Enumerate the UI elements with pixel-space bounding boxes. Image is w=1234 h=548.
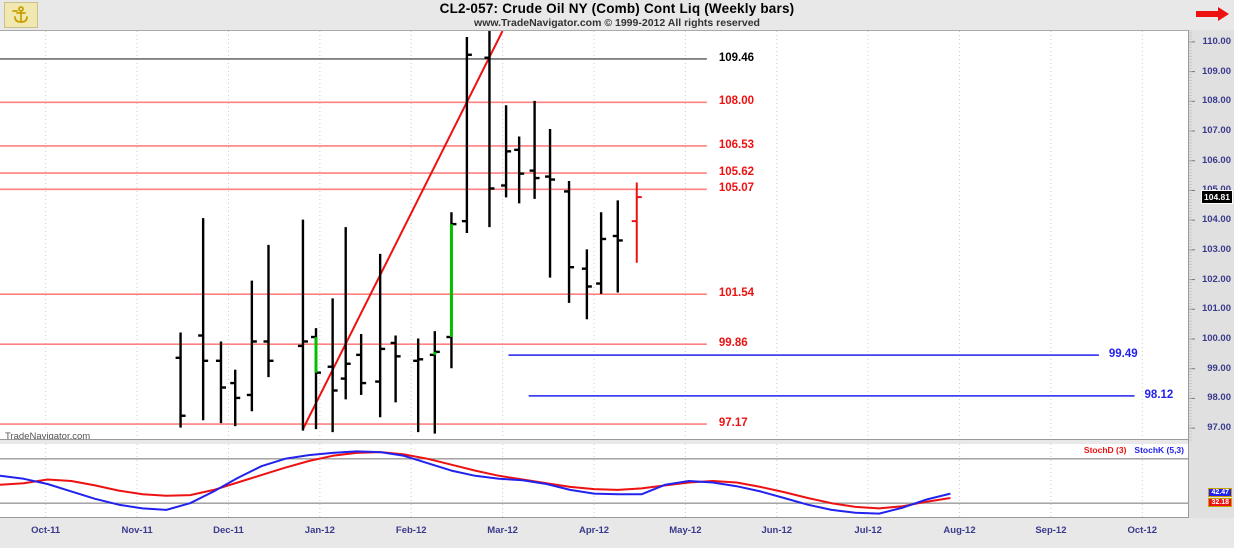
- x-axis-tick: Dec-11: [213, 525, 244, 536]
- y-axis-tick: 102.00: [1201, 273, 1231, 285]
- price-level-label: 99.86: [718, 337, 748, 350]
- y-axis-tick: 110.00: [1202, 35, 1231, 47]
- price-level-label: 109.46: [718, 51, 755, 64]
- forward-arrow-icon[interactable]: [1196, 6, 1230, 22]
- projection-level-label: 99.49: [1108, 348, 1138, 361]
- y-axis-tick: 105.00: [1202, 184, 1231, 195]
- stochastic-svg: [0, 444, 1188, 517]
- y-axis-tick: 107.00: [1201, 125, 1231, 136]
- x-axis-tick: Nov-11: [121, 525, 153, 536]
- x-axis-tick: Aug-12: [943, 525, 976, 536]
- stochastic-legend: StochD (3) StochK (5,3): [1084, 445, 1184, 455]
- x-axis-tick: Apr-12: [578, 525, 610, 536]
- price-level-label: 106.53: [718, 138, 755, 151]
- y-axis-tick: 101.00: [1201, 303, 1231, 315]
- page-title: CL2-057: Crude Oil NY (Comb) Cont Liq (W…: [439, 1, 795, 16]
- stochd-legend-label: StochD (3): [1083, 445, 1127, 455]
- x-axis-tick: May-12: [669, 525, 702, 536]
- stochastic-panel[interactable]: StochD (3) StochK (5,3): [0, 444, 1188, 518]
- projection-level-label: 98.12: [1144, 388, 1174, 401]
- y-axis: 110.00109.00108.00107.00106.00105.00104.…: [1188, 30, 1234, 518]
- watermark: TradeNavigator.com: [3, 431, 93, 440]
- y-axis-tick: 106.00: [1201, 154, 1231, 166]
- y-axis-tick: 109.00: [1201, 65, 1231, 77]
- x-axis-tick: Jun-12: [761, 525, 793, 536]
- header-band: CL2-057: Crude Oil NY (Comb) Cont Liq (W…: [0, 0, 1234, 30]
- y-axis-tick: 108.00: [1201, 95, 1231, 107]
- price-level-label: 108.00: [718, 95, 755, 108]
- y-axis-tick: 97.00: [1207, 422, 1231, 434]
- y-axis-tick: 103.00: [1201, 243, 1231, 255]
- current-price-badge: 104.81: [1201, 190, 1233, 205]
- y-axis-tick: 100.00: [1201, 332, 1231, 344]
- y-axis-tick: 104.00: [1201, 214, 1231, 226]
- price-level-label: 101.54: [718, 287, 755, 300]
- price-level-label: 105.07: [718, 182, 755, 195]
- stochk-value-badge: 42.47: [1208, 488, 1232, 497]
- anchor-icon: [4, 2, 38, 28]
- price-level-label: 97.17: [718, 417, 748, 430]
- x-axis-tick: Oct-12: [1127, 525, 1158, 536]
- price-svg: [0, 31, 1143, 439]
- y-axis-tick: 98.00: [1207, 392, 1231, 404]
- x-axis-tick: Oct-11: [31, 525, 61, 536]
- x-axis-tick: Jan-12: [304, 525, 335, 536]
- x-axis-tick: Mar-12: [487, 525, 518, 536]
- price-level-label: 105.62: [718, 166, 755, 178]
- stochd-value-badge: 32.18: [1208, 498, 1232, 507]
- price-plot[interactable]: TradeNavigator.com 109.46 108.00 106.53 105…: [0, 30, 1188, 440]
- copyright-text: www.TradeNavigator.com © 1999-2012 All r…: [474, 17, 760, 29]
- x-axis-tick: Feb-12: [395, 525, 427, 536]
- x-axis: Oct-11 Nov-11 Dec-11 Jan-12 Feb-12 Mar-12 Apr-…: [0, 519, 1188, 548]
- x-axis-tick: Jul-12: [854, 525, 882, 536]
- y-axis-tick: 99.00: [1207, 362, 1231, 374]
- x-axis-tick: Sep-12: [1035, 525, 1067, 536]
- stochk-legend-label: StochK (5,3): [1134, 445, 1184, 455]
